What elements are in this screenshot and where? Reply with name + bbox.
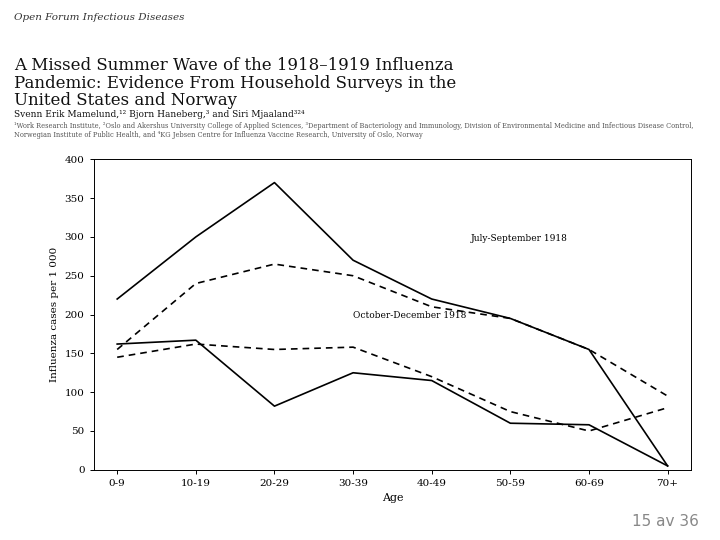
Y-axis label: Influenza cases per 1 000: Influenza cases per 1 000 bbox=[50, 247, 59, 382]
Text: United States and Norway: United States and Norway bbox=[14, 92, 238, 109]
Text: Open Forum Infectious Diseases: Open Forum Infectious Diseases bbox=[14, 14, 185, 23]
Text: ¹Work Research Institute, ²Oslo and Akershus University College of Applied Scien: ¹Work Research Institute, ²Oslo and Aker… bbox=[14, 122, 694, 139]
Text: July-September 1918: July-September 1918 bbox=[471, 234, 568, 243]
Text: October-December 1918: October-December 1918 bbox=[353, 312, 467, 320]
Text: MAJOR ARTICLE: MAJOR ARTICLE bbox=[37, 29, 122, 39]
X-axis label: Age: Age bbox=[382, 494, 403, 503]
Text: Pandemic: Evidence From Household Surveys in the: Pandemic: Evidence From Household Survey… bbox=[14, 75, 456, 91]
Text: 15 av 36: 15 av 36 bbox=[631, 514, 698, 529]
Text: A Missed Summer Wave of the 1918–1919 Influenza: A Missed Summer Wave of the 1918–1919 In… bbox=[14, 57, 454, 73]
Text: Svenn Erik Mamelund,¹² Bjorn Haneberg,³ and Siri Mjaaland³²⁴: Svenn Erik Mamelund,¹² Bjorn Haneberg,³ … bbox=[14, 110, 305, 119]
